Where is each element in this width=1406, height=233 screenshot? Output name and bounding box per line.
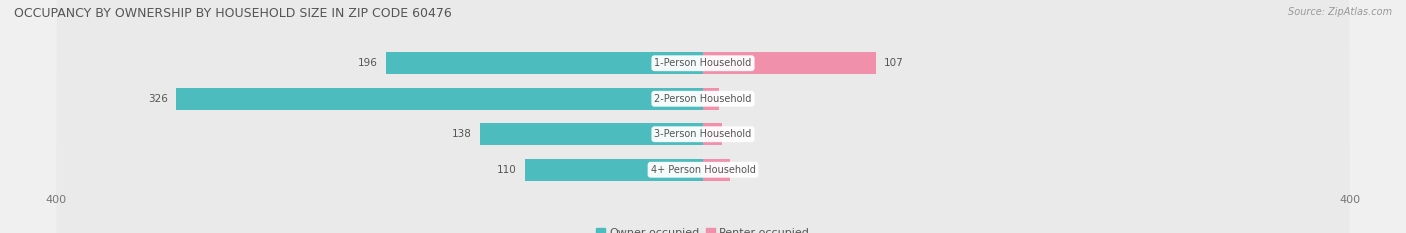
Bar	[703, 52, 876, 74]
Text: Source: ZipAtlas.com: Source: ZipAtlas.com	[1288, 7, 1392, 17]
FancyBboxPatch shape	[56, 0, 1350, 233]
Bar	[526, 159, 703, 181]
Text: 4+ Person Household: 4+ Person Household	[651, 165, 755, 175]
Bar	[176, 88, 703, 110]
Text: 326: 326	[148, 94, 167, 104]
Text: 3-Person Household: 3-Person Household	[654, 129, 752, 139]
Text: 138: 138	[451, 129, 472, 139]
Text: 196: 196	[359, 58, 378, 68]
Bar	[479, 123, 703, 145]
Bar	[387, 52, 703, 74]
Text: 10: 10	[727, 94, 741, 104]
Text: 110: 110	[498, 165, 517, 175]
Text: 17: 17	[738, 165, 752, 175]
Bar	[703, 88, 720, 110]
FancyBboxPatch shape	[56, 0, 1350, 233]
Text: 1-Person Household: 1-Person Household	[654, 58, 752, 68]
Legend: Owner-occupied, Renter-occupied: Owner-occupied, Renter-occupied	[592, 223, 814, 233]
Text: 107: 107	[884, 58, 904, 68]
Bar	[703, 159, 731, 181]
Text: OCCUPANCY BY OWNERSHIP BY HOUSEHOLD SIZE IN ZIP CODE 60476: OCCUPANCY BY OWNERSHIP BY HOUSEHOLD SIZE…	[14, 7, 451, 20]
Bar	[703, 123, 723, 145]
FancyBboxPatch shape	[56, 0, 1350, 233]
FancyBboxPatch shape	[56, 0, 1350, 233]
Text: 12: 12	[731, 129, 744, 139]
Text: 2-Person Household: 2-Person Household	[654, 94, 752, 104]
